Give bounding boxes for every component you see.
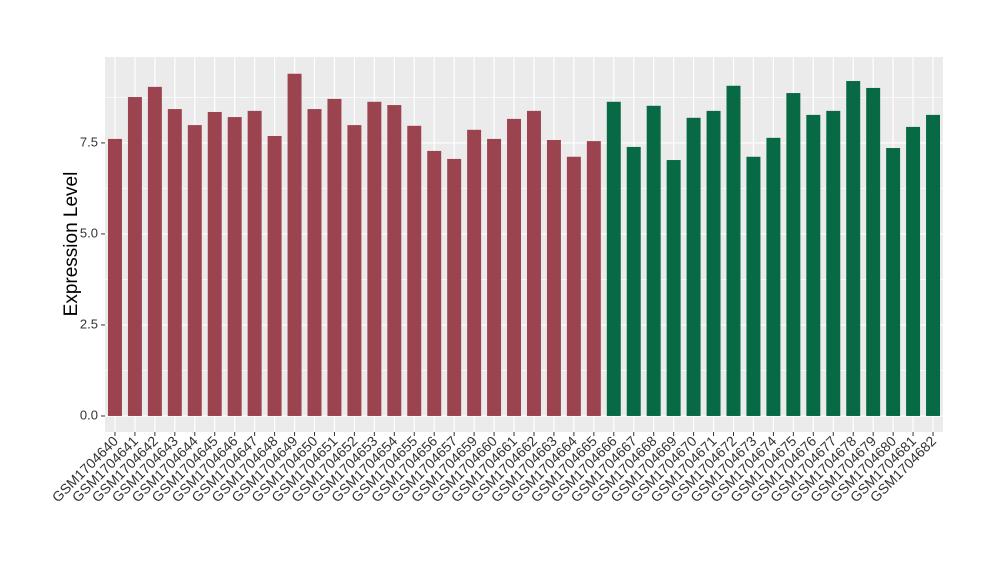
bar xyxy=(487,138,502,416)
bar xyxy=(287,73,302,416)
bar xyxy=(407,125,422,416)
bar xyxy=(926,114,941,416)
bar xyxy=(846,81,861,416)
y-tick-label: 5.0 xyxy=(80,225,98,240)
bar xyxy=(507,118,522,416)
bar xyxy=(187,125,202,416)
bar xyxy=(347,125,362,416)
bar xyxy=(626,146,641,416)
bar xyxy=(606,101,621,416)
bar xyxy=(526,110,541,416)
bar xyxy=(826,110,841,416)
bar xyxy=(726,85,741,416)
bar xyxy=(107,138,122,416)
bar xyxy=(586,141,601,416)
bar xyxy=(127,97,142,416)
bar xyxy=(427,150,442,416)
bar xyxy=(686,117,701,416)
bar xyxy=(866,87,881,416)
bar xyxy=(267,136,282,416)
bar xyxy=(207,111,222,416)
bar xyxy=(327,98,342,416)
bar xyxy=(646,105,661,416)
bar xyxy=(666,160,681,416)
bar xyxy=(546,140,561,416)
bar xyxy=(147,86,162,416)
bar xyxy=(167,109,182,416)
bar xyxy=(706,110,721,416)
bar xyxy=(806,114,821,416)
bar xyxy=(387,105,402,416)
bar xyxy=(566,156,581,416)
y-axis-title: Expression Level xyxy=(61,172,82,317)
bar xyxy=(766,137,781,416)
bar xyxy=(467,129,482,416)
panel xyxy=(105,57,943,432)
bar xyxy=(786,93,801,416)
bar xyxy=(307,109,322,416)
bar xyxy=(447,158,462,416)
bar xyxy=(367,101,382,416)
bar xyxy=(906,126,921,416)
bar xyxy=(247,110,262,416)
bar xyxy=(227,117,242,416)
y-tick-label: 2.5 xyxy=(80,316,98,331)
y-tick-label: 7.5 xyxy=(80,134,98,149)
bar xyxy=(746,156,761,416)
bar xyxy=(886,148,901,416)
y-tick-label: 0.0 xyxy=(80,407,98,422)
